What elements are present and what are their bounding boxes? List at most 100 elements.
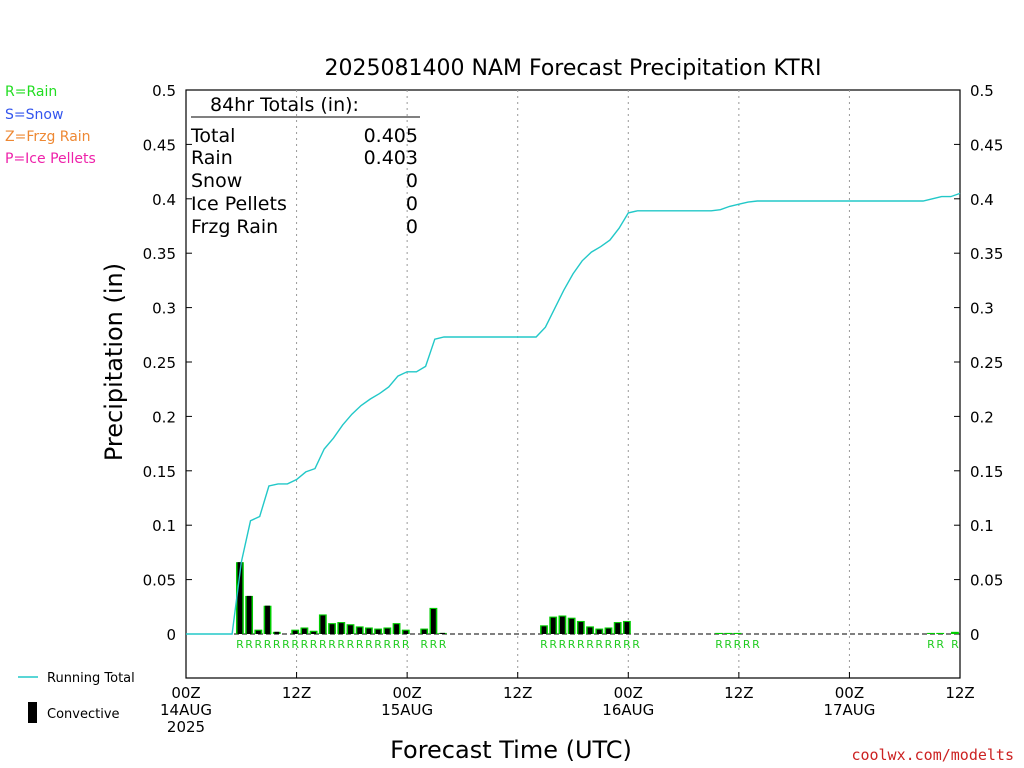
- y-tick-label-left: 0.5: [152, 82, 176, 100]
- totals-value-frzg-rain: 0: [406, 216, 418, 238]
- precip-type-label: R: [347, 638, 355, 651]
- y-tick-label-right: 0.4: [970, 191, 994, 209]
- convective-bar: [421, 629, 427, 634]
- convective-bar: [246, 595, 252, 634]
- precip-type-label: R: [337, 638, 345, 651]
- y-tick-label-left: 0.2: [152, 408, 176, 426]
- y-tick-label-left: 0.4: [152, 191, 176, 209]
- x-tick-label: 17AUG: [823, 701, 875, 719]
- vertical-grid: [296, 90, 850, 678]
- convective-bar: [569, 618, 575, 634]
- running-total-legend-label: Running Total: [47, 671, 135, 686]
- convective-bar: [265, 605, 270, 634]
- convective-bar: [320, 615, 326, 634]
- precip-type-label: R: [393, 638, 401, 651]
- totals-value-rain: 0.403: [364, 147, 418, 169]
- precip-type-label: R: [734, 638, 742, 651]
- y-tick-label-right: 0.45: [970, 136, 1003, 154]
- y-axis-right: 0 0.05 0.1 0.15 0.2 0.25 0.3 0.35 0.4 0.45 0.5: [954, 82, 1003, 644]
- y-tick-label-left: 0.3: [152, 300, 176, 318]
- convective-bar: [338, 623, 344, 634]
- convective-bar: [606, 628, 611, 634]
- convective-bar: [274, 631, 280, 634]
- type-legend: R=Rain S=Snow Z=Frzg Rain P=Ice Pellets: [5, 84, 96, 167]
- convective-bar: [624, 622, 630, 634]
- convective-bar: [394, 624, 399, 634]
- convective-bar: [237, 562, 243, 634]
- precip-type-label: R: [245, 638, 253, 651]
- convective-bar: [357, 627, 363, 634]
- precip-bar: [733, 632, 742, 634]
- x-tick-label: 15AUG: [381, 701, 433, 719]
- convective-bar: [302, 628, 307, 634]
- totals-label-rain: Rain: [191, 147, 233, 169]
- precip-type-label: R: [430, 638, 438, 651]
- precip-type-label: R: [374, 638, 382, 651]
- precip-type-label: R: [236, 638, 244, 651]
- precip-bar: [715, 632, 723, 634]
- precip-type-label: R: [715, 638, 723, 651]
- precip-type-label: R: [420, 638, 428, 651]
- x-tick-label: 2025: [167, 718, 205, 736]
- running-total-line: [186, 192, 961, 635]
- y-tick-label-left: 0.1: [152, 517, 176, 535]
- convective-bar: [329, 624, 335, 634]
- precip-type-label: R: [605, 638, 613, 651]
- x-tick-label: 00Z: [835, 684, 864, 702]
- y-tick-label-right: 0.35: [970, 245, 1003, 263]
- precip-bar: [724, 632, 733, 634]
- x-tick-label: 00Z: [171, 684, 200, 702]
- totals-label-total: Total: [190, 125, 235, 147]
- convective-bar: [292, 630, 298, 634]
- x-axis-title: Forecast Time (UTC): [390, 736, 632, 764]
- convective-bar: [560, 616, 565, 634]
- totals-value-ice-pellets: 0: [406, 193, 418, 215]
- plot-frame: [185, 89, 961, 679]
- y-tick-label-left: 0.05: [143, 572, 176, 590]
- y-tick-label-right: 0.25: [970, 354, 1003, 372]
- convective-bar: [440, 632, 446, 634]
- totals-value-total: 0.405: [364, 125, 418, 147]
- precip-type-label: R: [951, 638, 959, 651]
- convective-legend-label: Convective: [47, 707, 120, 722]
- convective-bar: [596, 629, 602, 634]
- y-tick-label-right: 0.05: [970, 572, 1003, 590]
- precip-type-label: R: [568, 638, 576, 651]
- y-tick-label-right: 0.1: [970, 517, 994, 535]
- x-tick-label: 14AUG: [160, 701, 212, 719]
- precip-type-label: R: [328, 638, 336, 651]
- precip-type-label: R: [927, 638, 935, 651]
- precip-type-label: R: [549, 638, 557, 651]
- precip-type-label: R: [595, 638, 603, 651]
- totals-box: 84hr Totals (in): Total 0.405 Rain 0.403…: [190, 94, 420, 238]
- precip-type-label: R: [623, 638, 631, 651]
- precip-type-label: R: [632, 638, 640, 651]
- type-legend-frzg-rain: Z=Frzg Rain: [5, 129, 91, 145]
- precip-type-label: R: [439, 638, 447, 651]
- precip-type-label: R: [301, 638, 309, 651]
- y-tick-label-left: 0.45: [143, 136, 176, 154]
- totals-label-frzg-rain: Frzg Rain: [191, 216, 278, 238]
- y-tick-label-left: 0.35: [143, 245, 176, 263]
- y-tick-label-right: 0: [970, 626, 980, 644]
- y-tick-label-left: 0: [166, 626, 176, 644]
- precip-type-label: R: [540, 638, 548, 651]
- precip-type-label: R: [743, 638, 751, 651]
- precip-type-label: R: [291, 638, 299, 651]
- chart-title: 2025081400 NAM Forecast Precipitation KT…: [325, 56, 822, 81]
- series-legend: Running Total Convective: [18, 671, 135, 723]
- convective-bar: [255, 630, 261, 634]
- precip-type-label: R: [577, 638, 585, 651]
- precip-type-label: R: [384, 638, 392, 651]
- type-legend-rain: R=Rain: [5, 84, 57, 100]
- precip-type-label: R: [402, 638, 410, 651]
- precip-type-label: R: [752, 638, 760, 651]
- x-tick-label: 12Z: [945, 684, 974, 702]
- y-axis-left: 0 0.05 0.1 0.15 0.2 0.25 0.3 0.35 0.4 0.45 0.5: [143, 82, 192, 644]
- precip-type-label: R: [273, 638, 281, 651]
- convective-bar: [615, 623, 621, 634]
- x-tick-label: 12Z: [503, 684, 532, 702]
